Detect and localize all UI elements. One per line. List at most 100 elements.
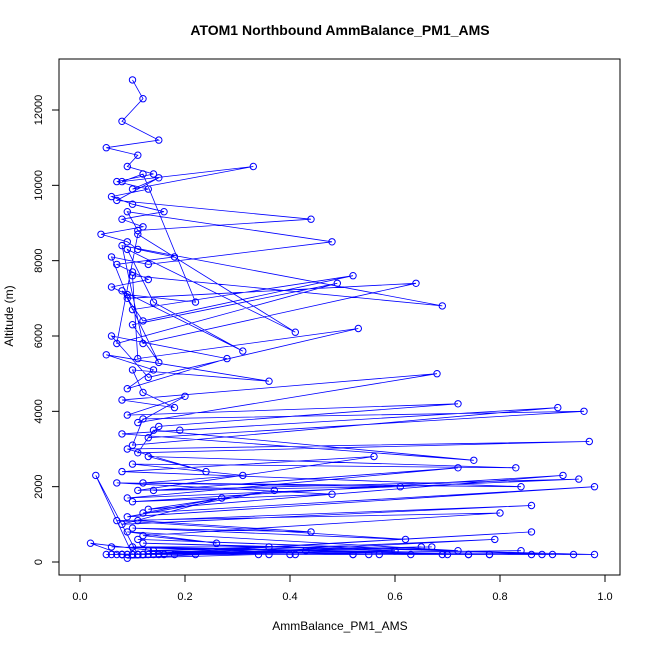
data-point [128, 441, 137, 449]
data-point [407, 550, 415, 559]
data-point [123, 494, 132, 502]
data-point [328, 238, 336, 246]
data-point [191, 550, 200, 559]
data-point [92, 471, 100, 480]
data-point [113, 339, 121, 348]
data-point [139, 170, 147, 178]
data-point [354, 324, 362, 333]
data-point [113, 177, 121, 186]
data-point [134, 449, 142, 457]
data-point [123, 528, 132, 536]
data-point [128, 305, 137, 314]
data-point [428, 543, 436, 551]
data-point [118, 396, 126, 404]
data-point [160, 208, 168, 216]
data-point [107, 332, 116, 340]
data-point [144, 373, 153, 382]
data-point [139, 317, 147, 325]
data-point [123, 245, 132, 254]
data-point [349, 272, 357, 280]
data-point [396, 483, 404, 491]
data-point [155, 422, 163, 431]
data-point [417, 543, 425, 551]
data-point [118, 550, 126, 559]
data-point [485, 550, 494, 559]
data-point [464, 550, 473, 559]
data-point [176, 426, 184, 434]
data-point [170, 550, 179, 559]
y-tick-label: 10000 [33, 170, 45, 201]
data-point [496, 509, 504, 517]
data-point [218, 494, 226, 502]
data-point [113, 260, 121, 269]
y-axis: 0 2000 4000 6000 8000 10000 12000 [33, 95, 60, 565]
data-point [144, 452, 153, 461]
x-tick-label: 0.4 [282, 591, 297, 603]
data-point [134, 486, 142, 495]
data-point [328, 490, 336, 498]
data-point [149, 366, 158, 374]
data-point [128, 321, 137, 329]
data-point [575, 475, 583, 483]
data-point [270, 486, 278, 495]
data-point [134, 226, 142, 235]
data-point [139, 95, 147, 103]
data-point [548, 550, 557, 559]
data-point [128, 185, 137, 193]
data-point [375, 550, 383, 559]
data-point [144, 275, 153, 284]
data-point [118, 117, 126, 126]
data-point [118, 215, 126, 223]
data-point [139, 339, 147, 348]
data-point [454, 464, 462, 472]
data-point [123, 445, 132, 453]
data-point [438, 302, 446, 310]
data-point [144, 550, 153, 559]
data-point [401, 535, 410, 544]
data-point [554, 403, 562, 412]
data-point [155, 550, 163, 559]
data-point [370, 452, 378, 461]
data-point [107, 550, 116, 559]
data-point [139, 223, 147, 231]
data-point [102, 550, 111, 559]
data-point [123, 385, 132, 393]
data-point [265, 377, 273, 385]
data-point [433, 370, 441, 378]
data-point [123, 162, 132, 171]
data-point [123, 513, 132, 521]
data-point [134, 230, 142, 239]
y-tick-label: 4000 [33, 399, 45, 423]
data-point [128, 200, 137, 208]
data-point [265, 550, 273, 559]
data-point [239, 347, 247, 355]
x-tick-label: 0.8 [492, 591, 507, 603]
data-point [590, 483, 599, 491]
data-point [128, 268, 137, 276]
data-point [223, 354, 231, 363]
data-point [139, 509, 147, 517]
data-point [86, 539, 95, 547]
series-layer [86, 76, 599, 562]
data-point [128, 543, 137, 551]
data-point [349, 550, 357, 559]
x-tick-label: 0.2 [177, 591, 192, 603]
data-point [170, 253, 179, 261]
data-point [128, 366, 137, 374]
x-axis: 0.0 0.2 0.4 0.6 0.8 1.0 [72, 574, 613, 603]
data-point [118, 287, 126, 295]
data-point [202, 467, 210, 476]
data-point [149, 547, 158, 555]
data-point [144, 434, 153, 442]
data-point [517, 483, 525, 491]
y-tick-label: 2000 [33, 474, 45, 498]
data-point [538, 550, 546, 559]
data-point [123, 550, 132, 559]
data-point [134, 151, 142, 159]
data-point [128, 524, 137, 532]
data-point [139, 415, 147, 423]
data-point [443, 550, 452, 559]
data-point [134, 516, 142, 525]
data-point [107, 543, 116, 551]
chart-title: ATOM1 Northbound AmmBalance_PM1_AMS [190, 22, 489, 38]
